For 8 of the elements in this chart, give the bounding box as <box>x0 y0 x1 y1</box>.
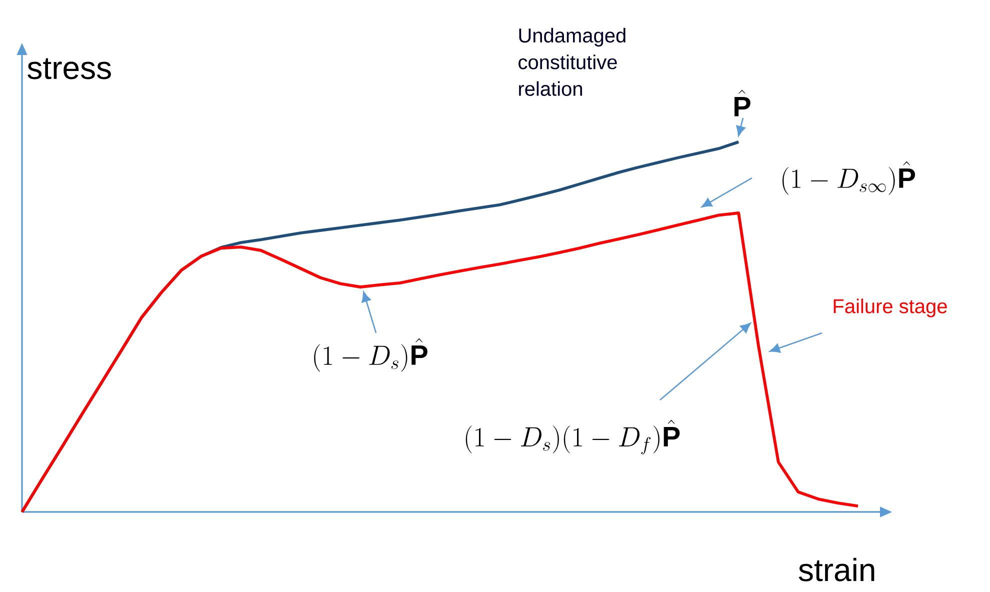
annotation: $(1-D_s)\hat{\mathbf{P}}$ <box>314 338 428 372</box>
y-axis-title: stress <box>28 58 111 80</box>
text: $\hat{\mathbf{P}}$ <box>734 90 750 116</box>
annotation: $(1-D_{s\infty})\hat{\mathbf{P}}$ <box>782 161 916 195</box>
x-axis-title: strain <box>798 558 874 582</box>
annotation: Failure stage <box>834 298 947 318</box>
text: Undamaged constitutive relation <box>518 28 626 96</box>
annotation: $(1-D_s)(1-D_f)\hat{\mathbf{P}}$ <box>466 420 680 454</box>
